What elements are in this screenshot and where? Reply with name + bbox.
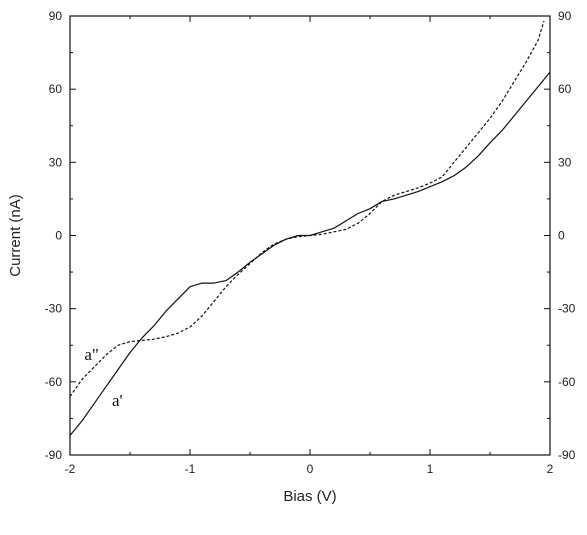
y-tick-label-left: 30: [49, 155, 63, 169]
x-tick-label: 1: [427, 462, 434, 476]
y-tick-label-right: 30: [558, 155, 572, 169]
y-tick-label-left: -90: [45, 448, 63, 462]
x-tick-label: -2: [65, 462, 76, 476]
y-tick-label-left: 0: [55, 229, 62, 243]
y-tick-label-left: 60: [49, 82, 63, 96]
y-tick-label-left: -30: [45, 302, 63, 316]
y-tick-label-right: 0: [558, 229, 565, 243]
y-axis-label: Current (nA): [7, 194, 24, 277]
labels-group: a" a': [84, 345, 122, 410]
series-line-a-prime: [69, 71, 551, 436]
x-tick-label: 0: [307, 462, 314, 476]
y-tick-label-right: -60: [558, 375, 576, 389]
y-tick-label-left: 90: [49, 9, 63, 23]
y-tick-label-right: 90: [558, 9, 572, 23]
y-tick-label-right: 60: [558, 82, 572, 96]
series-group: [69, 20, 551, 436]
y-tick-label-right: -90: [558, 448, 576, 462]
series-line-a-double-prime: [69, 20, 545, 397]
x-axis-label: Bias (V): [283, 488, 336, 505]
y-tick-label-right: -30: [558, 302, 576, 316]
curve-label: a': [112, 391, 123, 410]
x-tick-label: -1: [185, 462, 196, 476]
y-tick-label-left: -60: [45, 375, 63, 389]
x-tick-label: 2: [547, 462, 554, 476]
curve-label: a": [84, 345, 99, 364]
axis-ticks: -2 -1 0 1 2 -90 -90 -60 -60 -30 -30 0 0 30 30 60 60 90 90: [45, 9, 576, 476]
